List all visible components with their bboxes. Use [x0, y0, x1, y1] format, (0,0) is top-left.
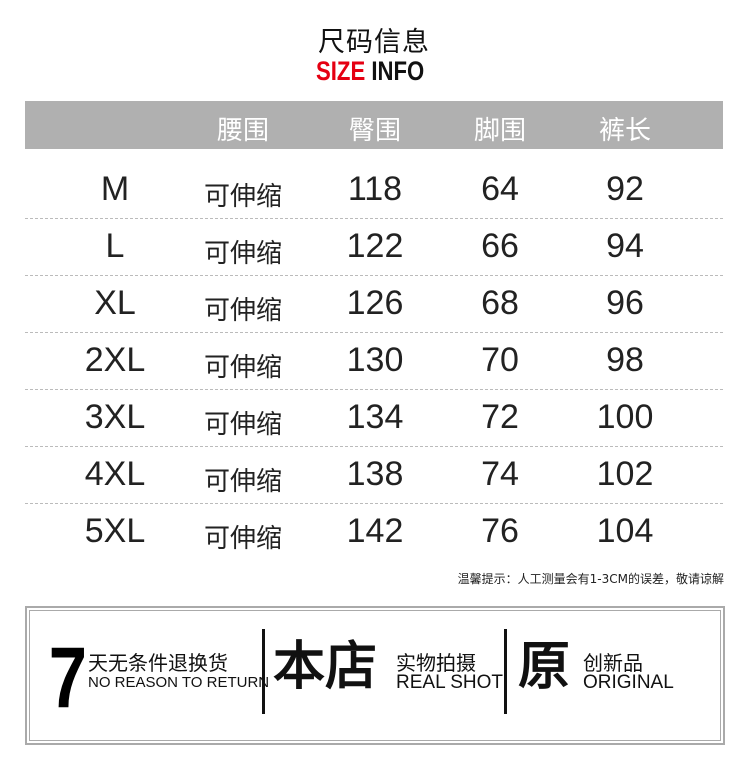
header-length: 裤长 [598, 116, 652, 146]
cell-length: 96 [606, 284, 644, 322]
cell-hem: 64 [481, 170, 519, 208]
cell-hip: 138 [346, 455, 404, 493]
cell-waist: 可伸缩 [203, 467, 283, 497]
cell-length: 102 [596, 455, 654, 493]
cell-hip: 126 [346, 284, 404, 322]
row-divider [25, 503, 723, 504]
cell-size: 4XL [84, 455, 146, 493]
subtitle-red: SIZE [316, 56, 366, 86]
cell-hem: 72 [481, 398, 519, 436]
table-row: L 可伸缩 122 66 94 [25, 219, 723, 276]
badge-7-number: 7 [48, 630, 88, 726]
cell-size: M [100, 170, 130, 208]
row-divider [25, 332, 723, 333]
table-row: 5XL 可伸缩 142 76 104 [25, 504, 723, 561]
cell-waist: 可伸缩 [203, 182, 283, 212]
cell-length: 104 [596, 512, 654, 550]
promise-banner: 7 天无条件退换货 NO REASON TO RETURN 本店 实物拍摄 RE… [25, 606, 725, 745]
cell-hip: 142 [346, 512, 404, 550]
table-row: M 可伸缩 118 64 92 [25, 162, 723, 219]
cell-hem: 66 [481, 227, 519, 265]
row-divider [25, 389, 723, 390]
badge-return-cn: 天无条件退换货 [88, 651, 228, 675]
badge-shop-big: 本店 [273, 637, 378, 697]
measurement-note: 温馨提示：人工测量会有1-3CM的误差，敬请谅解 [457, 572, 724, 586]
cell-waist: 可伸缩 [203, 239, 283, 269]
cell-hip: 134 [346, 398, 404, 436]
cell-hem: 68 [481, 284, 519, 322]
cell-waist: 可伸缩 [203, 524, 283, 554]
row-divider [25, 218, 723, 219]
badge-original-en: ORIGINAL [583, 672, 674, 693]
badge-return-en: NO REASON TO RETURN [88, 674, 270, 691]
row-divider [25, 275, 723, 276]
header-hem: 脚围 [473, 116, 527, 146]
cell-size: 5XL [84, 512, 146, 550]
cell-size: XL [94, 284, 136, 322]
table-row: XL 可伸缩 126 68 96 [25, 276, 723, 333]
header-hip: 臀围 [348, 116, 402, 146]
divider [504, 629, 507, 714]
cell-hem: 76 [481, 512, 519, 550]
cell-hip: 122 [346, 227, 404, 265]
table-row: 4XL 可伸缩 138 74 102 [25, 447, 723, 504]
cell-hem: 74 [481, 455, 519, 493]
cell-length: 98 [606, 341, 644, 379]
cell-waist: 可伸缩 [203, 353, 283, 383]
cell-waist: 可伸缩 [203, 296, 283, 326]
row-divider [25, 446, 723, 447]
subtitle-black: INFO [371, 56, 425, 86]
header-waist: 腰围 [216, 116, 270, 146]
cell-size: 3XL [84, 398, 146, 436]
page-title: 尺码信息 [318, 27, 430, 58]
divider [262, 629, 265, 714]
cell-length: 100 [596, 398, 654, 436]
badge-realshot-cn: 实物拍摄 [396, 651, 476, 675]
cell-size: L [105, 227, 125, 265]
cell-hem: 70 [481, 341, 519, 379]
cell-hip: 130 [346, 341, 404, 379]
cell-length: 94 [606, 227, 644, 265]
table-row: 2XL 可伸缩 130 70 98 [25, 333, 723, 390]
cell-hip: 118 [347, 170, 403, 208]
badge-original-cn: 创新品 [583, 651, 643, 675]
table-row: 3XL 可伸缩 134 72 100 [25, 390, 723, 447]
cell-waist: 可伸缩 [203, 410, 283, 440]
page-subtitle: SIZE INFO [316, 56, 424, 87]
cell-size: 2XL [84, 341, 146, 379]
badge-original-big: 原 [518, 637, 571, 697]
badge-realshot-en: REAL SHOT [396, 672, 503, 693]
table-header: 腰围 臀围 脚围 裤长 [25, 101, 723, 149]
cell-length: 92 [606, 170, 644, 208]
